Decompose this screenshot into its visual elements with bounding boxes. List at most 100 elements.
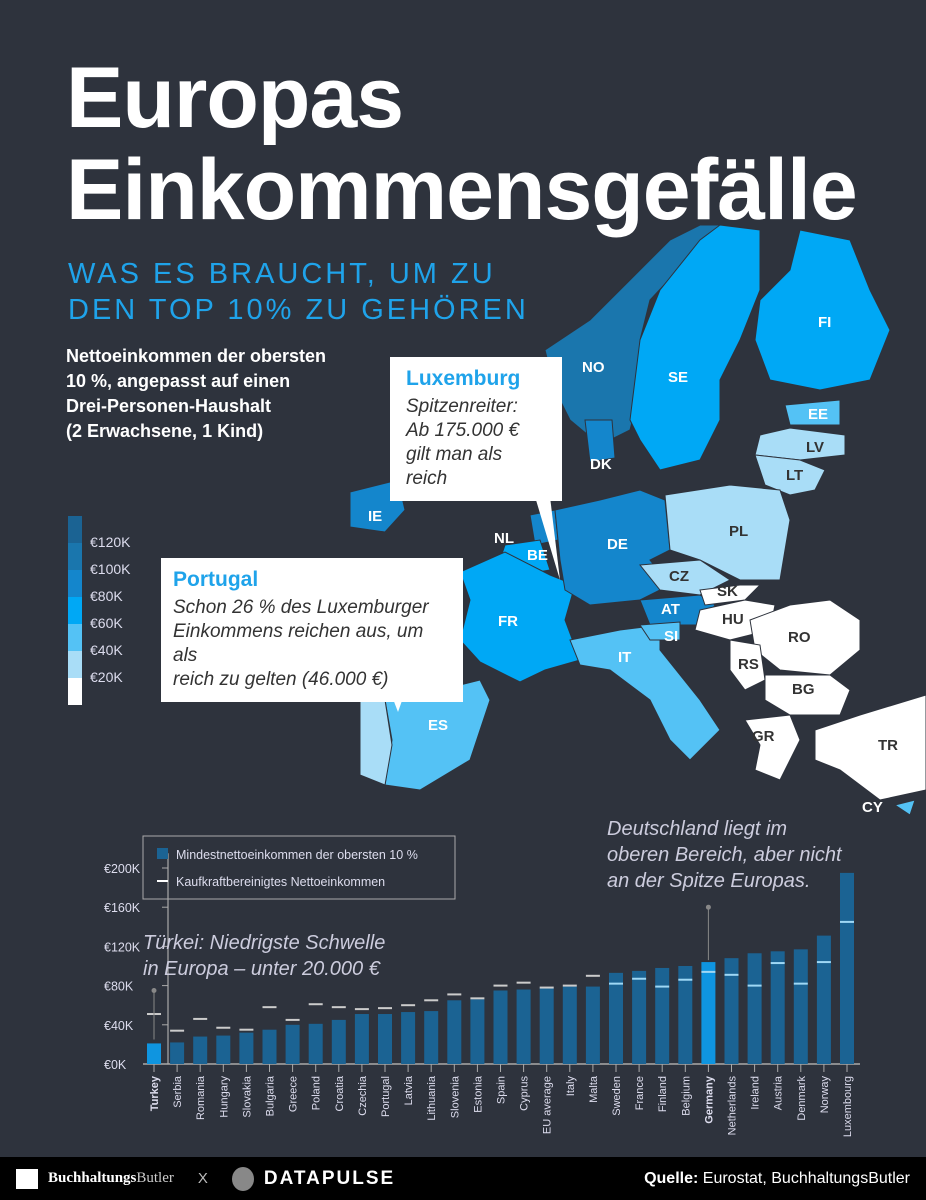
- map-color-scale: €120K €100K €80K €60K €40K €20K: [68, 516, 130, 705]
- legend-box: [142, 835, 456, 900]
- buchhaltungsbutler-logo-icon: [16, 1168, 38, 1189]
- bar-slovenia: [447, 1000, 462, 1064]
- bar-norway: [816, 935, 831, 1064]
- source: Quelle: Eurostat, BuchhaltungsButler: [644, 1169, 910, 1187]
- x-tick-label: Portugal: [380, 1076, 392, 1117]
- country-rs: [729, 639, 766, 691]
- legend-label: Kaufkraftbereinigtes Nettoeinkommen: [176, 875, 385, 889]
- y-tick-label: €80K: [104, 980, 134, 994]
- country-label-ie: IE: [368, 508, 382, 525]
- country-label-ee: EE: [808, 406, 828, 423]
- scale-label: €20K: [90, 669, 123, 685]
- bar-czechia: [354, 1014, 369, 1064]
- bar-portugal: [378, 1014, 392, 1064]
- country-label-rs: RS: [738, 656, 759, 673]
- page-title: Europas Einkommensgefälle: [66, 50, 858, 238]
- country-label-si: SI: [664, 628, 678, 645]
- annotation-turkey: Türkei: Niedrigste Schwelle in Europa – u…: [143, 932, 386, 980]
- scale-label: €120K: [90, 534, 131, 550]
- legend-swatch-bar: [157, 848, 168, 859]
- country-gr: [744, 714, 801, 781]
- country-ro: [749, 599, 861, 676]
- country-si: [639, 621, 681, 641]
- brand-datapulse: DATAPULSE: [263, 1167, 396, 1189]
- scale-label: €60K: [90, 615, 123, 631]
- x-tick-label: Ireland: [750, 1076, 762, 1110]
- bar-romania: [193, 1036, 208, 1064]
- country-label-cz: CZ: [669, 568, 689, 585]
- country-label-cy: CY: [862, 799, 883, 816]
- bar-latvia: [401, 1012, 416, 1064]
- x-tick-label: Germany: [703, 1075, 715, 1124]
- scale-swatch: [68, 543, 82, 570]
- leader-dot: [705, 904, 711, 910]
- bar-ireland: [747, 953, 762, 1064]
- subtitle: WAS ES BRAUCHT, UM ZU DEN TOP 10% ZU GEHÖ…: [68, 258, 529, 326]
- country-label-at: AT: [661, 601, 680, 618]
- scale-swatch: [68, 516, 82, 543]
- country-ee: [784, 399, 841, 426]
- y-tick-label: €40K: [104, 1019, 134, 1033]
- country-label-fr: FR: [498, 613, 518, 630]
- bar-cyprus: [516, 989, 531, 1064]
- x-tick-label: Serbia: [172, 1075, 184, 1108]
- bar-netherlands: [724, 958, 739, 1064]
- callout-pointer: [530, 480, 560, 580]
- x-tick-label: Malta: [588, 1075, 600, 1103]
- bar-denmark: [793, 949, 808, 1064]
- y-tick-label: €200K: [104, 862, 141, 876]
- y-tick-label: €160K: [104, 901, 141, 915]
- country-label-tr: TR: [878, 737, 898, 754]
- income-bar-chart: €0K €40K €80K €120K €160K €200K Turkey Serbia Ro…: [104, 835, 860, 1137]
- callout-portugal: Portugal Schon 26 % des Luxemburger Einko…: [161, 558, 463, 702]
- bar-poland: [308, 1023, 323, 1064]
- bar-eu-average: [539, 987, 554, 1064]
- annotation-germany: Deutschland liegt im oberen Bereich, aber…: [607, 818, 842, 892]
- x-tick-label: Poland: [311, 1076, 323, 1110]
- bar-spain: [493, 990, 508, 1064]
- x-tick-label: Norway: [819, 1076, 831, 1114]
- country-fi: [754, 229, 891, 391]
- bar-malta: [585, 986, 600, 1064]
- country-label-de: DE: [607, 536, 628, 553]
- x-tick-label: Finland: [657, 1076, 669, 1112]
- scale-label: €40K: [90, 642, 123, 658]
- scale-swatch: [68, 678, 82, 705]
- bar-estonia: [470, 999, 485, 1064]
- x-tick-label: Belgium: [680, 1076, 692, 1116]
- x-tick-label: France: [634, 1076, 646, 1110]
- x-tick-label: Turkey: [149, 1075, 161, 1111]
- brand-buchhaltungsbutler: BuchhaltungsButler: [48, 1170, 174, 1186]
- country-it: [569, 624, 721, 761]
- bar-bulgaria: [262, 1029, 277, 1064]
- y-tick-label: €0K: [104, 1058, 127, 1072]
- bar-slovakia: [239, 1032, 254, 1064]
- bar-belgium: [678, 966, 693, 1064]
- scale-swatch: [68, 651, 82, 678]
- country-label-nl: NL: [494, 530, 514, 547]
- country-dk: [584, 419, 616, 463]
- x-tick-label: Denmark: [796, 1076, 808, 1121]
- x-tick-label: Spain: [496, 1076, 508, 1104]
- map-description: Nettoeinkommen der obersten 10 %, angepas…: [66, 346, 327, 441]
- country-label-se: SE: [668, 369, 688, 386]
- country-se: [629, 224, 761, 471]
- bar-austria: [770, 951, 785, 1064]
- legend-label: Mindestnettoeinkommen der obersten 10 %: [176, 848, 418, 862]
- bar-luxembourg: [840, 872, 854, 1064]
- leader-dot: [151, 988, 157, 993]
- x-tick-label: Slovakia: [241, 1075, 253, 1117]
- x-tick-label: Latvia: [403, 1075, 415, 1105]
- country-label-es: ES: [428, 717, 448, 734]
- bar-france: [632, 970, 647, 1064]
- footer: BuchhaltungsButler X DATAPULSE Quelle: E…: [0, 1157, 926, 1200]
- bar-sweden: [609, 972, 623, 1064]
- callout-luxembourg: Luxemburg Spitzenreiter: Ab 175.000 € gilt…: [390, 357, 562, 501]
- x-tick-label: Italy: [565, 1076, 577, 1097]
- bar-turkey: [147, 1043, 161, 1064]
- country-pt: [359, 699, 393, 786]
- x-tick-label: Croatia: [334, 1075, 346, 1111]
- country-lv: [754, 427, 846, 461]
- country-cz: [639, 559, 731, 596]
- country-label-dk: DK: [590, 456, 612, 473]
